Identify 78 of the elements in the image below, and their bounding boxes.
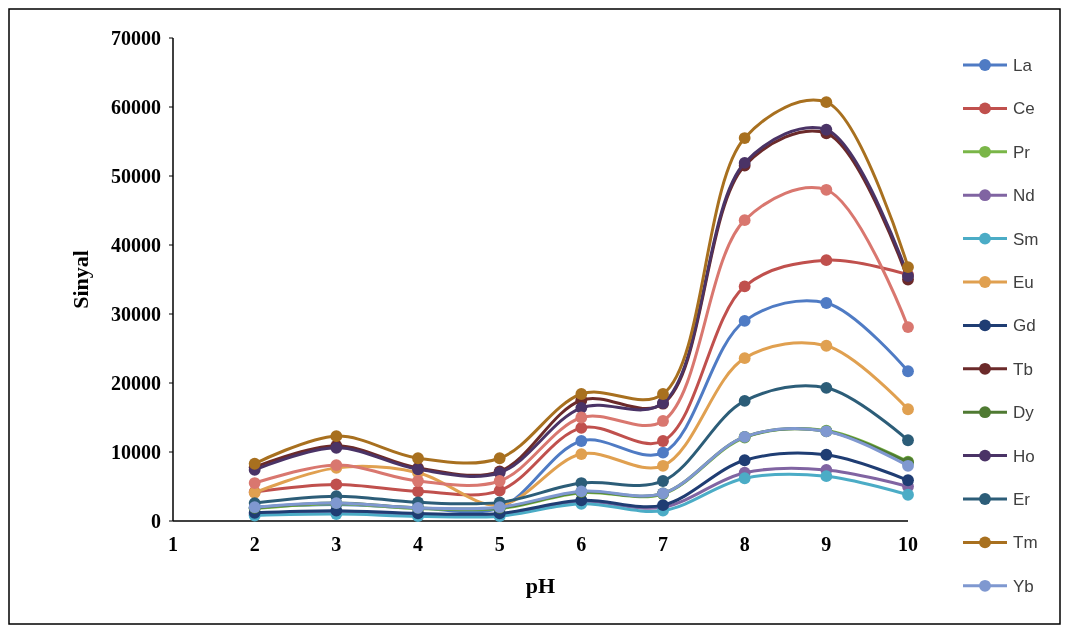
point [657, 446, 669, 459]
x-tick-label: 9 [821, 533, 832, 555]
x-tick-label: 6 [576, 533, 587, 555]
legend-label: Tb [1013, 359, 1033, 379]
point [820, 381, 833, 394]
point [575, 435, 588, 447]
y-tick-label: 50000 [111, 165, 161, 187]
point [575, 448, 588, 460]
x-tick-label: 5 [494, 533, 505, 555]
point [657, 388, 669, 400]
legend-label: Tm [1013, 533, 1038, 553]
point [820, 339, 833, 352]
point [330, 430, 343, 443]
point [575, 388, 588, 400]
legend-label: Sm [1013, 229, 1039, 249]
x-tick-label: 10 [898, 533, 918, 555]
legend-label: Pr [1013, 142, 1031, 162]
x-axis-title: pH [525, 573, 556, 598]
x-tick-label: 1 [168, 533, 178, 555]
point [657, 459, 669, 472]
point [248, 477, 261, 489]
point [657, 435, 669, 447]
point [820, 448, 833, 461]
point [820, 123, 833, 136]
point [738, 280, 751, 293]
legend-label: Yb [1013, 576, 1034, 596]
point [820, 297, 833, 309]
x-tick-label: 2 [249, 533, 260, 555]
y-tick-label: 10000 [111, 441, 161, 463]
point [738, 352, 751, 365]
point [575, 421, 588, 434]
legend-label: Eu [1013, 272, 1034, 292]
point [902, 321, 914, 334]
x-tick-label: 7 [658, 533, 668, 555]
point [412, 475, 424, 487]
legend-label: Ce [1013, 99, 1035, 119]
x-tick-label: 8 [739, 533, 750, 555]
legend-label: Ho [1013, 446, 1035, 466]
legend-label: Gd [1013, 316, 1036, 336]
point [575, 411, 588, 424]
legend-label: Dy [1013, 403, 1035, 423]
legend-label: Nd [1013, 186, 1035, 206]
point [820, 254, 833, 267]
point [330, 478, 343, 491]
y-tick-label: 0 [151, 510, 161, 532]
point [820, 183, 833, 196]
legend-label: La [1013, 55, 1033, 75]
y-axis-title: Sinyal [68, 250, 93, 309]
y-tick-label: 40000 [111, 234, 161, 256]
point [902, 488, 914, 501]
point [657, 415, 669, 427]
point [738, 314, 751, 327]
legend-label: Er [1013, 489, 1031, 509]
point [738, 454, 751, 467]
point [412, 452, 424, 465]
point [738, 132, 751, 144]
y-tick-label: 20000 [111, 372, 161, 394]
point [738, 472, 751, 485]
point [902, 261, 914, 273]
point [657, 475, 669, 487]
point [738, 395, 751, 407]
point [902, 474, 914, 487]
point [820, 470, 833, 483]
x-tick-label: 4 [413, 533, 423, 555]
point [412, 485, 424, 498]
y-tick-label: 70000 [111, 27, 161, 49]
point [902, 365, 914, 378]
y-tick-label: 60000 [111, 96, 161, 118]
point [575, 401, 588, 414]
point [902, 434, 914, 447]
point [493, 475, 506, 487]
point [493, 452, 506, 465]
point [248, 457, 261, 470]
point [902, 403, 914, 416]
point [738, 214, 751, 227]
y-tick-label: 30000 [111, 303, 161, 325]
point [820, 96, 833, 109]
x-tick-label: 3 [331, 533, 342, 555]
